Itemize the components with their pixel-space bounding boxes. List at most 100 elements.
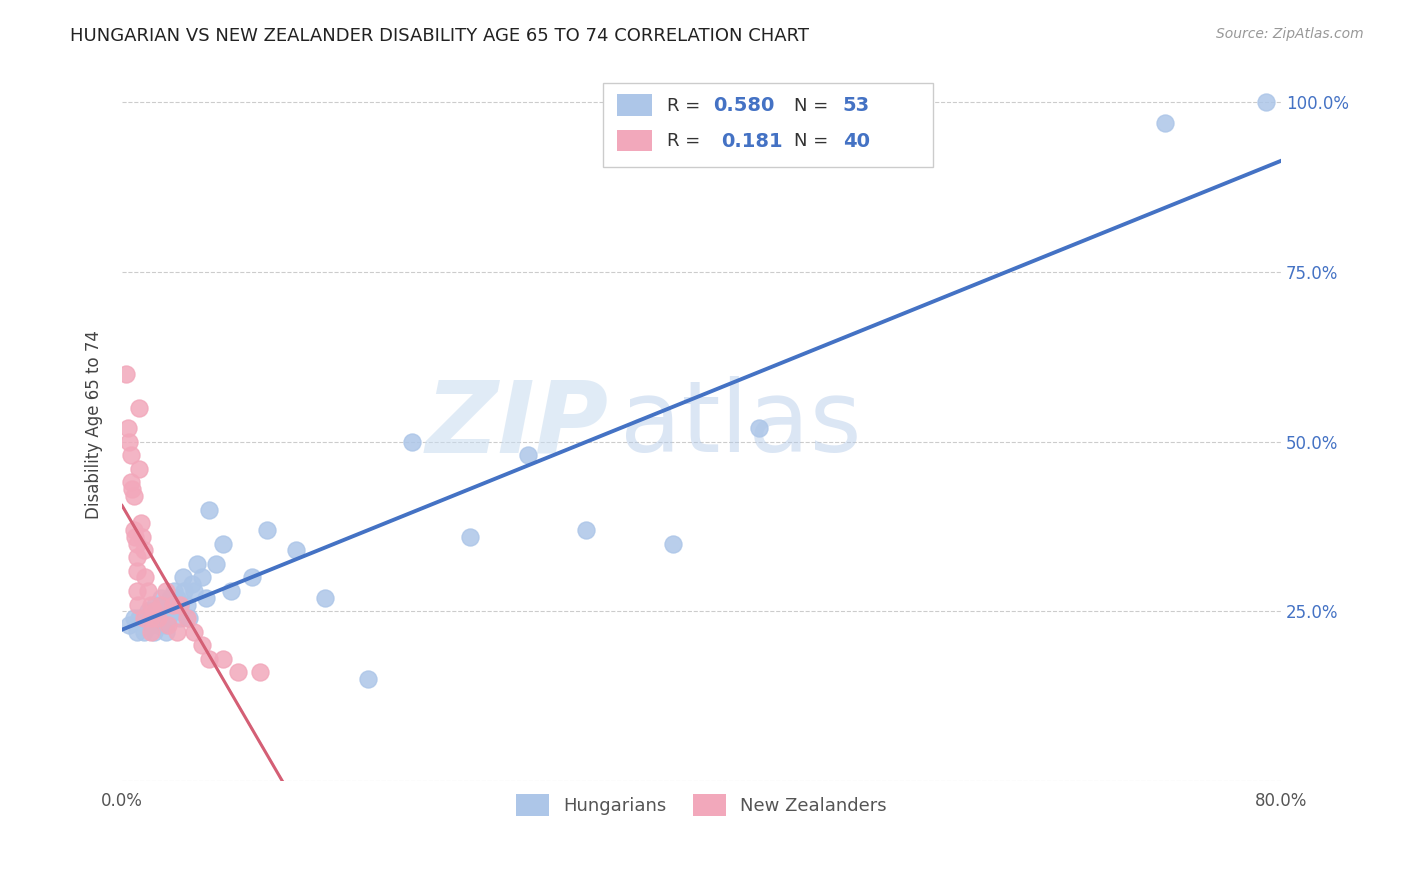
Point: [128, 611, 150, 625]
Point: [118, 434, 141, 449]
Point: [401, 434, 423, 449]
Point: [190, 638, 212, 652]
Point: [169, 611, 191, 625]
Point: [148, 618, 170, 632]
Point: [157, 611, 180, 625]
Point: [177, 611, 200, 625]
Point: [125, 564, 148, 578]
Point: [128, 401, 150, 415]
Point: [122, 523, 145, 537]
Point: [128, 462, 150, 476]
Point: [357, 672, 380, 686]
FancyBboxPatch shape: [617, 95, 651, 116]
Text: ZIP: ZIP: [426, 376, 609, 474]
Point: [155, 584, 177, 599]
Point: [139, 611, 162, 625]
Point: [131, 530, 153, 544]
Text: HUNGARIAN VS NEW ZEALANDER DISABILITY AGE 65 TO 74 CORRELATION CHART: HUNGARIAN VS NEW ZEALANDER DISABILITY AG…: [70, 27, 810, 45]
Point: [198, 502, 221, 516]
Point: [212, 536, 235, 550]
Point: [132, 611, 155, 625]
Point: [139, 604, 162, 618]
Text: 53: 53: [842, 96, 870, 115]
Point: [172, 570, 194, 584]
Point: [142, 604, 165, 618]
Point: [136, 604, 159, 618]
Point: [166, 591, 188, 605]
Point: [117, 421, 139, 435]
Text: R =: R =: [666, 132, 711, 150]
Point: [132, 543, 155, 558]
Point: [212, 652, 235, 666]
Point: [162, 604, 184, 618]
Legend: Hungarians, New Zealanders: Hungarians, New Zealanders: [508, 785, 896, 825]
Point: [145, 598, 167, 612]
Point: [160, 598, 183, 612]
Point: [173, 584, 195, 599]
Point: [121, 482, 143, 496]
Point: [152, 611, 174, 625]
Text: 40: 40: [842, 132, 870, 151]
Point: [166, 624, 188, 639]
Text: Source: ZipAtlas.com: Source: ZipAtlas.com: [1216, 27, 1364, 41]
Point: [183, 624, 205, 639]
Point: [195, 591, 218, 605]
Point: [150, 598, 173, 612]
Point: [176, 598, 198, 612]
Point: [183, 584, 205, 599]
Point: [198, 652, 221, 666]
Point: [169, 598, 191, 612]
Point: [118, 618, 141, 632]
Point: [125, 550, 148, 565]
Point: [163, 584, 186, 599]
Point: [186, 557, 208, 571]
Point: [122, 489, 145, 503]
Point: [127, 598, 149, 612]
Point: [314, 591, 336, 605]
FancyBboxPatch shape: [603, 83, 934, 167]
Point: [148, 611, 170, 625]
Point: [125, 624, 148, 639]
Point: [284, 543, 307, 558]
Point: [134, 570, 156, 584]
Point: [155, 618, 177, 632]
Point: [120, 448, 142, 462]
Point: [242, 570, 264, 584]
Point: [148, 604, 170, 618]
Point: [125, 536, 148, 550]
Point: [142, 624, 165, 639]
Point: [180, 577, 202, 591]
Y-axis label: Disability Age 65 to 74: Disability Age 65 to 74: [86, 330, 103, 519]
Point: [226, 665, 249, 680]
Point: [190, 570, 212, 584]
Point: [169, 604, 191, 618]
Point: [129, 516, 152, 530]
Text: N =: N =: [794, 96, 834, 114]
Point: [219, 584, 242, 599]
Text: 0.580: 0.580: [713, 96, 775, 115]
Point: [122, 611, 145, 625]
Text: R =: R =: [666, 96, 706, 114]
Point: [150, 591, 173, 605]
Text: 0.181: 0.181: [721, 132, 783, 151]
Point: [575, 523, 598, 537]
Point: [516, 448, 538, 462]
Text: atlas: atlas: [620, 376, 862, 474]
FancyBboxPatch shape: [617, 130, 651, 151]
Point: [162, 598, 184, 612]
Point: [256, 523, 278, 537]
Point: [139, 624, 162, 639]
Point: [139, 618, 162, 632]
Point: [125, 584, 148, 599]
Point: [169, 598, 191, 612]
Point: [132, 624, 155, 639]
Point: [748, 421, 770, 435]
Point: [139, 611, 162, 625]
Point: [249, 665, 271, 680]
Point: [458, 530, 481, 544]
Point: [159, 591, 181, 605]
Point: [136, 584, 159, 599]
Point: [205, 557, 228, 571]
Point: [155, 604, 177, 618]
Text: N =: N =: [794, 132, 834, 150]
